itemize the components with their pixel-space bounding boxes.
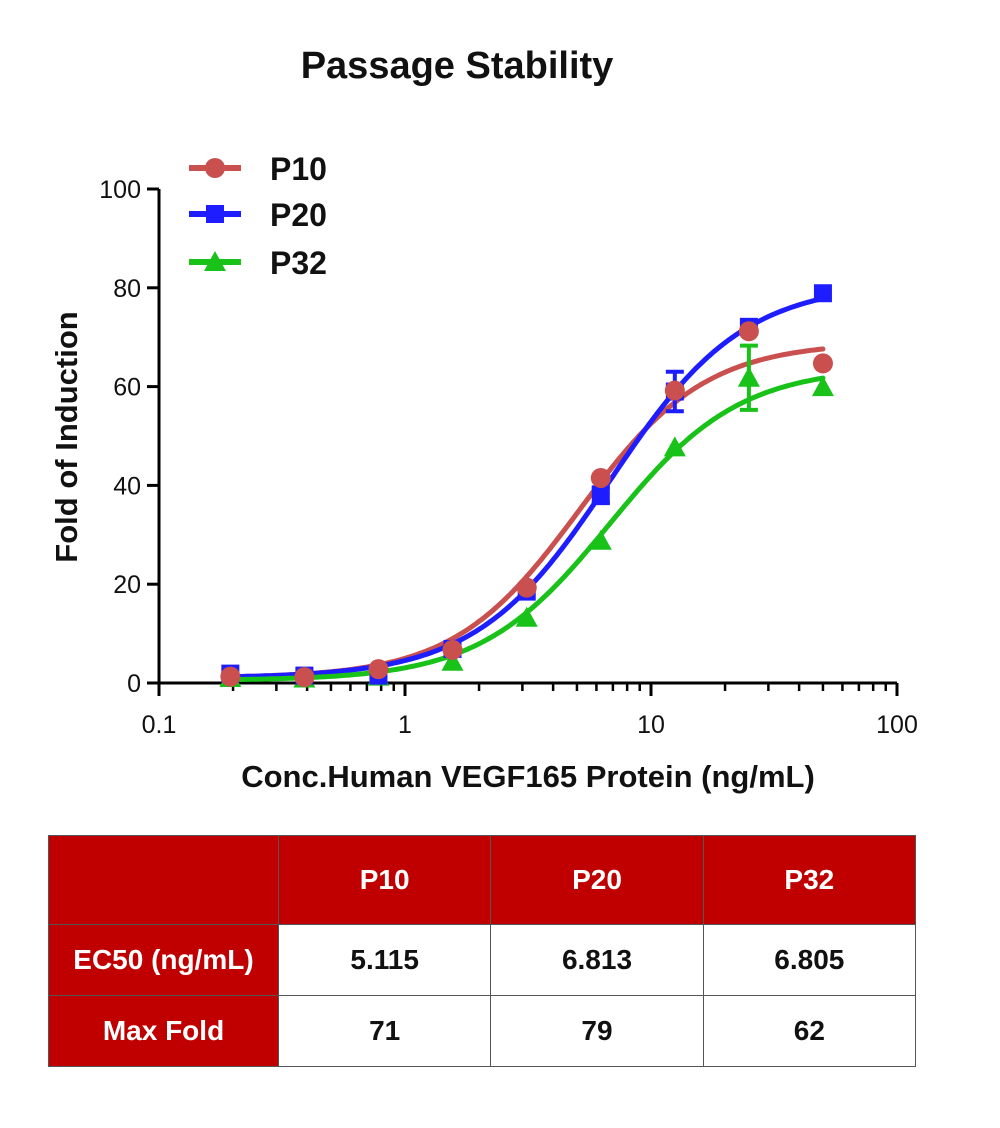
y-tick-label: 20 [113,571,141,599]
data-point-p20 [813,284,832,303]
data-point-p10 [738,321,759,342]
table-header-cell: P32 [702,835,917,925]
y-tick-label: 100 [99,176,141,204]
data-point-p10 [368,659,389,680]
x-tick-label: 10 [637,711,665,739]
data-point-p10 [442,639,463,660]
row-label: EC50 (ng/mL) [48,924,279,996]
data-point-p32 [737,366,760,387]
data-point-p32 [811,376,834,397]
legend-label: P32 [270,245,327,281]
data-point-p10 [220,666,241,687]
table-header-cell [48,835,279,925]
table-header-cell: P10 [277,835,492,925]
legend-marker-p32 [204,251,226,271]
y-tick-label: 80 [113,275,141,303]
x-tick-label: 0.1 [142,711,177,739]
data-point-p10 [590,467,611,488]
y-axis-title: Fold of Induction [49,311,84,562]
legend-label: P20 [270,197,327,233]
chart-title: Passage Stability [301,45,614,87]
summary-table: P10 P20 P32 EC50 (ng/mL) 5.115 6.813 6.8… [48,835,917,1067]
table-cell: 62 [702,995,917,1067]
data-point-p32 [441,650,464,671]
table-cell: 5.115 [277,924,492,996]
fit-curve-p32 [227,375,826,683]
table-row: Max Fold 71 79 62 [48,995,917,1067]
table-cell: 6.813 [490,924,704,996]
table-cell: 79 [490,995,704,1067]
fit-curve-p10 [227,346,826,680]
legend-label: P10 [270,151,327,187]
x-tick-label: 1 [398,711,412,739]
data-point-p20 [591,486,610,505]
y-tick-label: 0 [127,670,141,698]
legend-marker-p20 [206,205,224,223]
data-point-p10 [516,577,537,598]
table-header-row: P10 P20 P32 [48,835,917,925]
legend-marker-p10 [205,158,225,178]
x-axis-title: Conc.Human VEGF165 Protein (ng/mL) [241,759,815,794]
data-point-p32 [515,606,538,627]
data-point-p10 [812,353,833,374]
axes: 0 20 40 60 80 100 0.1 1 10 100 [99,176,918,739]
data-point-p10 [294,667,315,688]
data-point-p10 [664,380,685,401]
data-point-p32 [589,529,612,550]
y-tick-label: 60 [113,374,141,402]
table-row: EC50 (ng/mL) 5.115 6.813 6.805 [48,924,917,996]
table-header-cell: P20 [490,835,704,925]
table-cell: 71 [277,995,492,1067]
row-label: Max Fold [48,995,279,1067]
legend: P10 P20 P32 [189,151,327,281]
x-tick-label: 100 [876,711,918,739]
table-cell: 6.805 [702,924,917,996]
y-tick-label: 40 [113,472,141,500]
data-point-p32 [663,436,686,457]
data-points [219,284,834,688]
